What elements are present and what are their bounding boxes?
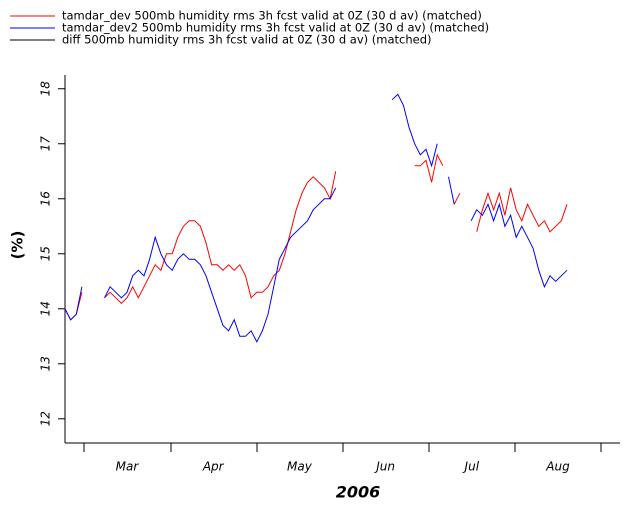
- y-tick-label: 16: [39, 191, 53, 207]
- y-tick-label: 14: [39, 301, 53, 316]
- x-tick-label: May: [287, 460, 313, 474]
- x-axis-label: 2006: [336, 483, 381, 502]
- y-axis-label: (%): [9, 231, 27, 260]
- x-tick-label: Jun: [374, 460, 395, 474]
- y-tick-label: 15: [39, 246, 53, 261]
- y-tick-label: 13: [39, 356, 53, 371]
- x-tick-label: Aug: [545, 460, 570, 474]
- series-line: [64, 93, 568, 343]
- y-tick-label: 17: [39, 136, 53, 152]
- x-tick-label: Jul: [463, 460, 480, 474]
- y-tick-label: 12: [39, 411, 53, 426]
- series-line: [64, 153, 568, 321]
- legend-label: tamdar_dev 500mb humidity rms 3h fcst va…: [62, 9, 482, 23]
- legend-label: diff 500mb humidity rms 3h fcst valid at…: [62, 33, 432, 47]
- y-tick-label: 18: [39, 81, 53, 97]
- legend-label: tamdar_dev2 500mb humidity rms 3h fcst v…: [62, 21, 489, 35]
- x-tick-label: Apr: [202, 460, 225, 474]
- x-tick-label: Mar: [116, 460, 140, 474]
